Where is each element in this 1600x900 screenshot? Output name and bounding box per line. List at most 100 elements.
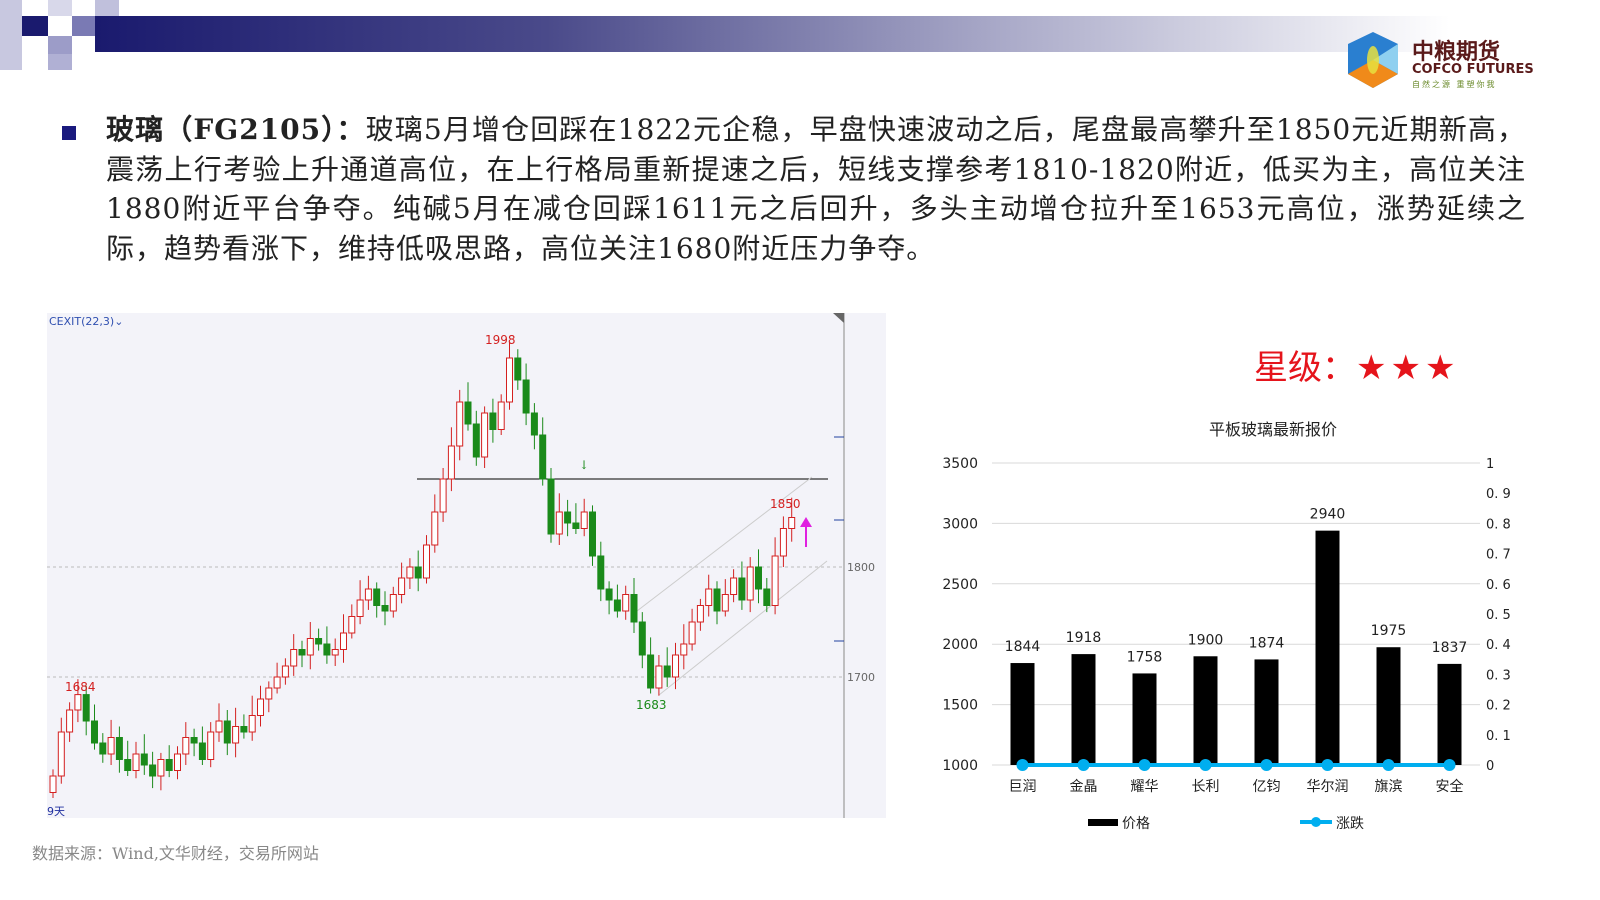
candle — [364, 588, 372, 601]
bar-value-label: 2940 — [1310, 507, 1346, 523]
indicator-label: CEXIT(22,3) — [49, 315, 115, 328]
candle — [630, 594, 638, 623]
candle — [306, 638, 314, 656]
candle — [406, 566, 414, 579]
bar — [1437, 663, 1462, 765]
candle — [423, 544, 430, 579]
candle — [323, 643, 331, 656]
category-label: 安全 — [1436, 778, 1464, 795]
low-label: 1683 — [636, 698, 667, 712]
candle — [182, 737, 190, 755]
candle — [456, 401, 464, 447]
bullet-square — [62, 126, 76, 140]
candle — [57, 731, 65, 777]
candle — [539, 434, 547, 480]
candle — [66, 709, 74, 733]
candle — [788, 517, 796, 529]
candle — [447, 445, 455, 480]
candle — [398, 577, 406, 595]
bar-value-label: 1758 — [1127, 649, 1163, 665]
bar-value-label: 1975 — [1371, 623, 1407, 639]
y2-tick-label: 0. 1 — [1486, 729, 1511, 744]
candle — [281, 665, 289, 678]
candle — [315, 638, 323, 645]
rating-stars-icon: ★★★ — [1356, 348, 1460, 388]
bar — [1132, 673, 1157, 765]
candle — [331, 649, 339, 656]
candle — [431, 511, 439, 546]
category-label: 金晶 — [1070, 779, 1098, 795]
bar-value-label: 1874 — [1249, 635, 1285, 651]
bar-value-label: 1844 — [1005, 639, 1041, 655]
candle — [273, 676, 281, 689]
candle — [157, 759, 165, 777]
rating-label: 星级： — [1254, 348, 1356, 388]
y-tick-label: 1000 — [942, 758, 978, 774]
candle — [132, 753, 140, 771]
data-source: 数据来源：Wind,文华财经，交易所网站 — [32, 844, 319, 863]
chevron-down-icon: ⌄ — [114, 315, 124, 328]
candle — [174, 753, 181, 771]
indicator-dropdown[interactable]: CEXIT(22,3)⌄ — [49, 315, 123, 328]
candle — [389, 594, 397, 612]
price-tick-label: 1700 — [847, 671, 875, 684]
candle — [605, 588, 613, 601]
change-point — [1382, 759, 1395, 771]
channel-upper-line — [636, 476, 813, 612]
candle — [663, 665, 671, 678]
candle — [672, 654, 679, 678]
y2-tick-label: 0. 6 — [1486, 578, 1511, 593]
cofco-logo: 中粮期货 COFCO FUTURES 自然之源 重塑你我 — [1344, 30, 1544, 94]
change-point — [1321, 759, 1334, 771]
bar — [1376, 647, 1401, 765]
candle — [91, 720, 98, 744]
candle — [257, 698, 264, 716]
candle — [755, 566, 762, 590]
candle — [481, 412, 489, 458]
logo-cn-text: 中粮期货 — [1412, 40, 1501, 65]
category-label: 巨润 — [1009, 779, 1037, 795]
bar — [1071, 654, 1096, 765]
change-point — [1138, 759, 1151, 771]
candle — [464, 401, 472, 425]
channel-lower-line — [658, 560, 828, 696]
candle — [705, 588, 713, 606]
candle — [340, 632, 347, 650]
candle — [613, 599, 621, 612]
bar-chart: 平板玻璃最新报价 1000 1500 2000 2500 3000 3500 0 0. 1 0. … — [942, 420, 1511, 832]
candle — [763, 588, 771, 606]
candle — [439, 478, 447, 513]
candle — [165, 759, 173, 771]
y2-tick-label: 0. 8 — [1486, 517, 1511, 532]
up-arrow-icon-head — [800, 517, 812, 527]
y2-tick-label: 1 — [1486, 457, 1494, 472]
bar — [1254, 659, 1279, 765]
category-label: 华尔润 — [1307, 779, 1349, 795]
candle — [779, 528, 787, 557]
bar — [1315, 530, 1340, 765]
candle — [356, 599, 364, 617]
paragraph-lead: 玻璃（FG2105）： — [106, 113, 366, 146]
candle — [506, 357, 513, 403]
candle — [738, 577, 746, 601]
candle — [107, 737, 115, 755]
candle — [638, 621, 646, 656]
logo-cube-icon — [1348, 32, 1398, 88]
y2-tick-label: 0. 9 — [1486, 487, 1511, 502]
candle — [688, 621, 696, 645]
logo-slogan: 自然之源 重塑你我 — [1412, 80, 1497, 89]
candle — [497, 401, 505, 430]
legend-price-swatch — [1088, 819, 1118, 826]
legend-change-label: 涨跌 — [1336, 816, 1364, 832]
candle — [680, 643, 688, 656]
candle — [207, 731, 215, 760]
candle — [530, 412, 538, 436]
legend-change-marker — [1311, 817, 1321, 827]
change-point — [1016, 759, 1029, 771]
candle — [140, 753, 148, 766]
bar-value-label: 1918 — [1066, 630, 1102, 646]
change-point — [1077, 759, 1090, 771]
down-arrow-icon: ↓ — [579, 458, 589, 472]
price-tick-label: 1800 — [847, 561, 875, 574]
candle — [696, 605, 704, 623]
